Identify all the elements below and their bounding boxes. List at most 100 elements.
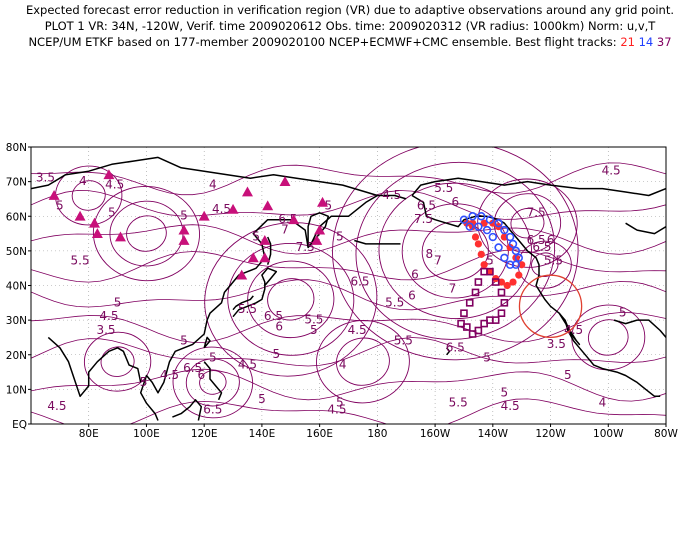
lat-tick-label: 40N [6,281,27,293]
track-37-point [491,316,500,324]
raob-site-marker [279,176,291,187]
verification-region-circle [518,274,583,339]
contour-label: 5 [310,323,318,337]
contour-label: 5 [501,385,509,399]
contour-label: 6.5 [532,240,551,254]
contour-label: 5 [336,229,344,243]
track-37-point [471,288,480,297]
lon-tick-label: 100E [133,428,160,440]
lat-tick-label: 70N [6,177,27,189]
track-21-point [497,278,506,286]
contour-label: 6.5 [417,198,436,212]
raob-sites [48,169,329,280]
contour-line [267,278,315,321]
track-14-point [508,239,518,249]
contour-label: 5.5 [434,181,453,195]
track-21-point [486,268,494,276]
lon-tick-label: 160W [420,428,451,440]
track-14-point [494,218,503,228]
contour-label: 5 [336,396,344,410]
track-21-point [471,233,480,241]
lat-tick-label: EQ [12,419,27,431]
track-21-point [469,219,477,227]
contour-line [332,147,579,361]
contour-line [31,337,666,367]
track-14-point [482,225,492,235]
raob-site-marker [311,234,323,245]
contour-label: 5.5 [238,302,257,316]
coastline [411,177,666,197]
raob-site-marker [236,269,248,280]
contour-label: 8 [425,247,433,261]
lat-tick-label: 10N [6,384,27,396]
track-37-point [460,309,468,318]
contour-line [172,346,254,419]
contour-line [31,398,666,424]
track-37-point [474,326,483,335]
lon-tick-label: 80E [79,428,99,440]
track-14-point [459,215,469,224]
contour-label: 4.5 [501,399,520,413]
contour-label: 5.5 [449,396,468,410]
track-37-point [500,299,509,307]
contour-label: 5 [56,198,64,212]
track-37-point [474,278,483,286]
track-21-point [489,219,497,227]
track-14-point [505,232,515,242]
lat-tick-label: 80N [6,142,27,154]
contour-label: 5 [258,392,266,406]
raob-site-marker [89,217,100,228]
contour-label: 5 [486,254,494,268]
raob-site-marker [241,186,253,197]
contour-label: 5.5 [394,333,413,347]
contour-line [31,279,666,311]
contour-line [378,182,533,320]
raob-site-marker [103,169,115,180]
raob-site-marker [259,234,271,245]
track-14-label: 14 [638,35,654,49]
raob-site-marker [259,252,271,263]
contour-label: 6 [408,288,416,302]
contour-label: 7.5 [527,205,546,219]
contour-line [83,331,152,392]
coastline [613,319,666,338]
coastline [31,156,407,200]
coastline [411,194,661,398]
contour-label: 5 [180,333,188,347]
contour-label: 5 [114,295,122,309]
raob-site-marker [178,234,190,245]
contour-label: 5.5 [544,254,563,268]
raob-site-marker [288,214,300,225]
contour-label: 5 [564,368,572,382]
contour-label: 4.5 [105,178,124,192]
track-21-point [506,243,514,252]
contour-label: 6 [547,233,555,247]
lon-tick-label: 140E [249,428,276,440]
lat-tick-label: 30N [6,315,27,327]
contour-label: 5 [619,306,627,320]
track-21-point [503,281,511,290]
contour-line [31,224,666,255]
contour-label: 4.5 [238,358,257,372]
contour-label: 4.5 [99,309,118,323]
contour-label: 3.5 [96,323,115,337]
contour-label: 4.5 [602,164,621,178]
track-37-point [497,288,506,297]
contour-line [92,185,200,282]
raob-site-marker [114,231,126,242]
contour-label: 5 [273,347,281,361]
contour-label: 5 [483,351,491,365]
contour-label: 5 [108,205,116,219]
contour-label: 6 [197,368,205,382]
raob-site-marker [247,252,259,263]
axis-ticks: 80N 70N 60N 50N 40N 30N 20N 10N EQ 80E 100E 120E 140… [6,142,679,440]
contour-label: 5 [180,209,188,223]
contour-line [31,249,666,283]
track-21-label: 21 [620,35,635,49]
raob-site-marker [198,210,210,221]
coastline [558,312,581,346]
coastline [625,222,666,235]
contour-label: 4.5 [212,202,231,216]
coastline [232,295,254,311]
